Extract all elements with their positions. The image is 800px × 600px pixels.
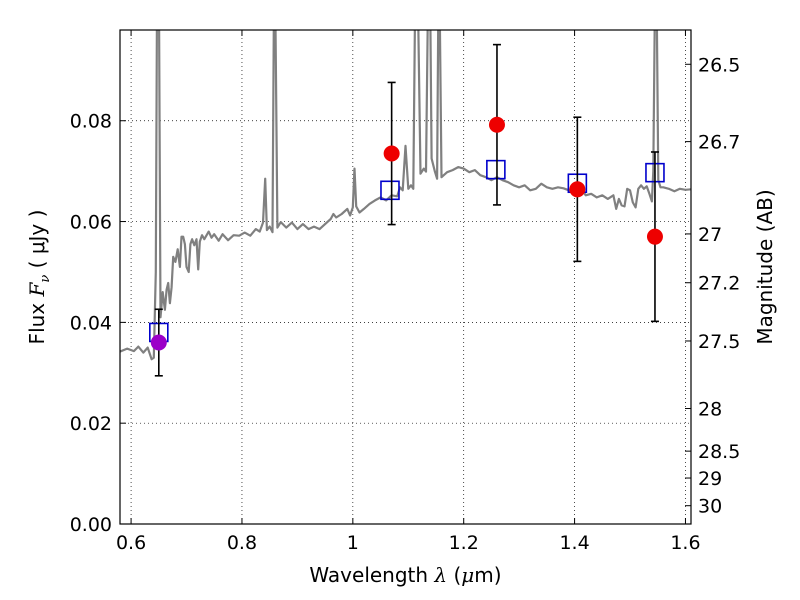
magnitude-tick-label: 30	[698, 496, 722, 518]
x-axis-label: Wavelength λ (μm)	[309, 563, 501, 587]
observed-flux-point	[150, 334, 167, 351]
x-tick-label: 1	[347, 532, 359, 554]
grid-lines	[120, 30, 691, 525]
model-spectrum-line	[120, 30, 691, 361]
x-tick-label: 0.8	[227, 532, 257, 554]
plot-frame	[119, 29, 692, 525]
y-tick-label: 0.08	[70, 111, 112, 133]
magnitude-tick-label: 26.7	[698, 132, 740, 154]
y-tick-label: 0.04	[70, 312, 112, 334]
magnitude-tick-label: 27.2	[698, 273, 740, 295]
observed-flux-point	[569, 181, 586, 198]
magnitude-tick-label: 27.5	[698, 331, 740, 353]
x-tick-label: 1.4	[559, 532, 589, 554]
observed-flux-point	[383, 145, 400, 162]
magnitude-tick-label: 26.5	[698, 54, 740, 76]
y-tick-label: 0.02	[70, 413, 112, 435]
magnitude-tick-label: 28	[698, 399, 722, 421]
observed-flux-point	[646, 228, 663, 245]
magnitude-tick-label: 28.5	[698, 441, 740, 463]
magnitude-tick-label: 29	[698, 468, 722, 490]
x-tick-label: 1.6	[670, 532, 700, 554]
x-tick-label: 1.2	[449, 532, 479, 554]
observed-flux-point	[488, 116, 505, 133]
y-axis-label: Flux Fν ( μJy )	[25, 210, 53, 345]
magnitude-axis-label: Magnitude (AB)	[753, 189, 777, 344]
plot-area	[120, 30, 691, 377]
axes: 0.6 0.8 1 1.2 1.4 1.6 0.00 0.02 0.04 0.06 0.08 26.5…	[70, 29, 740, 554]
magnitude-tick-label: 27	[698, 224, 722, 246]
model-photometry-square	[486, 159, 506, 180]
y-tick-label: 0.06	[70, 212, 112, 234]
y-tick-label: 0.00	[70, 514, 112, 536]
model-photometry-square	[380, 180, 400, 201]
x-tick-label: 0.6	[116, 532, 146, 554]
